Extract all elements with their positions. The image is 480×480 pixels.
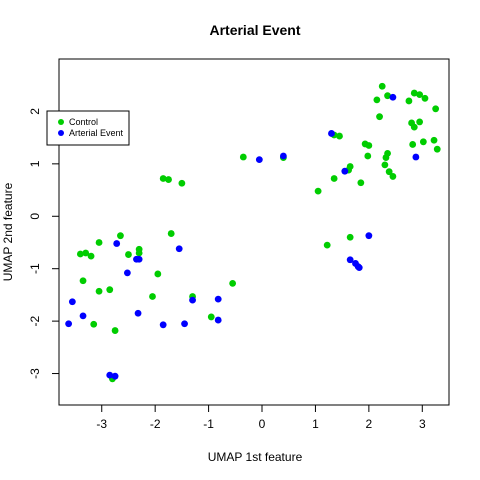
data-point-series-0: [405, 97, 413, 105]
x-tick-label: 3: [419, 417, 426, 431]
legend-box: [46, 110, 130, 146]
data-point-series-0: [95, 239, 103, 246]
data-point-series-0: [410, 123, 418, 131]
y-tick-label: -3: [28, 368, 42, 379]
data-point-series-0: [82, 249, 90, 257]
y-tick-label: -2: [28, 315, 42, 326]
data-point-series-1: [106, 371, 114, 379]
data-point-series-1: [214, 316, 222, 324]
data-point-series-1: [175, 245, 183, 253]
data-point-series-0: [364, 152, 372, 160]
data-point-series-0: [159, 175, 167, 182]
y-tick-label: 2: [28, 108, 42, 115]
x-axis-label: UMAP 1st feature: [208, 450, 303, 464]
legend-label: Arterial Event: [69, 128, 124, 138]
data-point-series-1: [133, 255, 140, 263]
data-point-series-0: [416, 91, 424, 99]
data-point-series-0: [79, 277, 87, 285]
data-point-series-0: [378, 82, 386, 90]
y-axis: -3 -2 -1 0 1 2: [28, 108, 60, 379]
data-point-series-1: [328, 130, 335, 137]
data-point-series-0: [154, 270, 162, 278]
data-point-series-0: [410, 89, 418, 97]
data-point-series-0: [432, 105, 440, 113]
data-point-series-0: [346, 233, 354, 241]
data-point-series-1: [389, 93, 397, 101]
data-point-series-0: [382, 154, 390, 161]
data-point-series-0: [385, 168, 393, 176]
data-points: [65, 82, 441, 383]
data-point-series-1: [214, 295, 222, 303]
data-point-series-0: [389, 173, 397, 180]
data-point-series-0: [178, 179, 186, 187]
data-point-series-0: [409, 141, 417, 148]
data-point-series-1: [123, 269, 131, 277]
data-point-series-0: [433, 145, 441, 153]
x-tick-label: -1: [203, 417, 214, 431]
data-point-series-0: [167, 230, 175, 237]
data-point-series-1: [65, 320, 73, 328]
data-point-series-0: [165, 176, 172, 183]
x-tick-label: 1: [312, 417, 319, 431]
data-point-series-1: [134, 309, 142, 317]
data-point-series-0: [336, 132, 343, 140]
data-point-series-0: [95, 287, 103, 295]
data-point-series-1: [79, 312, 87, 320]
y-tick-label: 0: [28, 213, 42, 220]
legend-marker: [58, 119, 64, 125]
data-point-series-1: [159, 321, 167, 329]
data-point-series-1: [341, 167, 349, 175]
data-point-series-0: [117, 232, 124, 240]
data-point-series-0: [430, 136, 438, 144]
data-point-series-0: [323, 241, 331, 249]
data-point-series-1: [365, 232, 373, 240]
data-point-series-0: [314, 187, 322, 195]
data-point-series-0: [207, 313, 215, 321]
data-point-series-0: [357, 179, 365, 187]
y-tick-label: -1: [28, 263, 42, 274]
data-point-series-0: [373, 96, 381, 104]
data-point-series-0: [421, 94, 429, 102]
data-point-series-0: [87, 252, 95, 260]
data-point-series-1: [346, 256, 354, 264]
data-point-series-0: [365, 142, 373, 149]
data-point-series-0: [125, 251, 132, 258]
legend-label: Control: [69, 117, 98, 127]
data-point-series-1: [181, 320, 188, 328]
data-point-series-0: [111, 327, 119, 334]
data-point-series-1: [68, 298, 76, 306]
data-point-series-1: [354, 263, 362, 270]
data-point-series-0: [90, 320, 98, 328]
data-point-series-0: [416, 118, 424, 126]
data-point-series-0: [76, 250, 84, 258]
data-point-series-0: [384, 92, 391, 100]
data-point-series-0: [330, 175, 338, 182]
data-point-series-0: [376, 113, 383, 121]
x-tick-label: 2: [366, 417, 373, 431]
data-point-series-1: [189, 296, 196, 304]
data-point-series-1: [279, 152, 287, 160]
x-tick-label: -3: [96, 417, 107, 431]
data-point-series-0: [229, 279, 237, 287]
data-point-series-1: [255, 156, 263, 164]
x-axis: -3 -2 -1 0 1 2 3: [96, 404, 426, 431]
x-tick-label: 0: [259, 417, 266, 431]
legend-marker: [58, 130, 64, 136]
data-point-series-1: [412, 153, 420, 161]
y-tick-label: 1: [28, 160, 42, 167]
data-point-series-0: [135, 249, 143, 257]
data-point-series-0: [106, 286, 114, 294]
y-axis-label: UMAP 2nd feature: [1, 182, 15, 281]
chart-title: Arterial Event: [209, 22, 300, 38]
data-point-series-1: [111, 372, 119, 380]
data-point-series-0: [239, 153, 247, 161]
x-tick-label: -2: [150, 417, 161, 431]
data-point-series-0: [419, 138, 427, 146]
data-point-series-1: [113, 240, 121, 247]
data-point-series-0: [149, 293, 156, 300]
data-point-series-0: [381, 161, 389, 169]
